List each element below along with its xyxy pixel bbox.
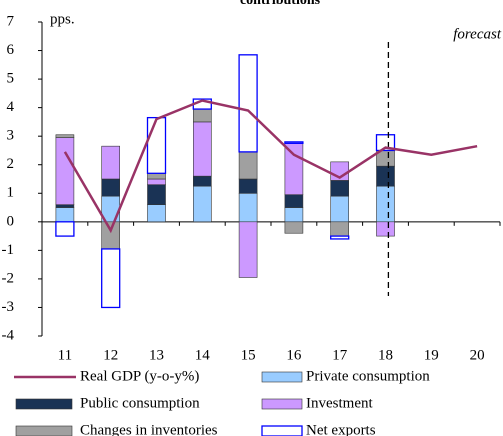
y-tick-label: 3: [7, 128, 15, 144]
bar-segment: [55, 207, 75, 223]
x-tick-label: 14: [195, 347, 211, 363]
legend-swatch: [261, 371, 303, 383]
legend-label: Public consumption: [80, 395, 200, 411]
bar-segment: [330, 235, 350, 240]
bar-segment: [101, 145, 120, 180]
bar-segment: [376, 221, 395, 237]
gdp-line: [63, 99, 478, 234]
bar-segment: [101, 248, 121, 309]
bar-segment: [193, 175, 212, 187]
y-tick-label: -2: [2, 270, 15, 286]
bar-segment: [330, 180, 350, 197]
legend-swatch: [261, 398, 303, 410]
bar-segment: [330, 195, 350, 223]
legend-label: Private consumption: [306, 368, 430, 384]
y-tick-label: 5: [7, 71, 15, 87]
legend-label: Changes in inventories: [80, 422, 218, 436]
bar-segment: [375, 134, 396, 152]
bar-segment: [238, 192, 258, 223]
bar-segment: [284, 221, 304, 234]
bar-segment: [147, 184, 166, 205]
x-tick-label: 16: [286, 347, 302, 363]
x-tick-label: 13: [149, 347, 164, 363]
x-tick-label: 20: [470, 347, 485, 363]
x-tick-label: 17: [332, 347, 348, 363]
bar-segment: [284, 194, 304, 208]
bar-segment: [284, 141, 304, 144]
bar-segment: [146, 116, 167, 174]
bar-segment: [55, 134, 75, 138]
y-tick-label: 4: [7, 99, 15, 115]
bar-segment: [101, 178, 120, 197]
bar-segment: [376, 165, 395, 187]
legend-swatch: [15, 425, 73, 436]
bar-segment: [147, 178, 166, 186]
bar-segment: [193, 121, 212, 177]
y-tick-label: -1: [2, 242, 15, 258]
bar-segment: [193, 108, 212, 123]
x-tick-label: 19: [424, 347, 439, 363]
legend-label: Real GDP (y-o-y%): [80, 368, 199, 384]
legend-label: Investment: [306, 395, 373, 411]
bar-segment: [147, 204, 166, 223]
y-tick-label: 1: [7, 185, 15, 201]
y-tick-label: 0: [7, 213, 15, 229]
forecast-label: forecast: [453, 26, 502, 42]
bar-segment: [147, 172, 166, 180]
bar-segment: [238, 221, 258, 278]
bar-segment: [330, 221, 350, 237]
y-tick-label: -3: [2, 299, 15, 315]
bar-segment: [238, 54, 258, 153]
bar-segment: [284, 207, 304, 223]
y-tick-label: -4: [2, 327, 15, 343]
bar-segment: [376, 185, 395, 223]
bar-segment: [193, 185, 212, 223]
bar-segment: [55, 221, 75, 237]
x-tick-label: 15: [241, 347, 256, 363]
bar-segment: [238, 178, 258, 194]
legend-swatch: [15, 398, 73, 410]
x-tick-label: 11: [58, 347, 72, 363]
x-tick-label: 18: [378, 347, 393, 363]
x-tick-label: 12: [103, 347, 118, 363]
legend-swatch: [261, 425, 303, 436]
chart-title: contributions: [240, 0, 321, 8]
y-tick-label: 2: [7, 156, 15, 172]
bar-segment: [55, 137, 75, 205]
y-tick-label: 6: [7, 42, 15, 58]
bar-segment: [238, 151, 258, 180]
bar-segment: [55, 204, 75, 208]
bar-segment: [284, 143, 304, 195]
bar-segment: [101, 221, 120, 250]
legend-label: Net exports: [306, 422, 376, 436]
y-axis-label: pps.: [50, 11, 75, 27]
y-tick-label: 7: [7, 13, 15, 29]
